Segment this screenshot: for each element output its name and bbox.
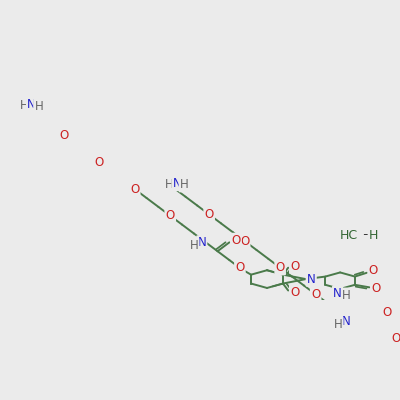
Text: –: – [359, 228, 374, 241]
Text: O: O [59, 129, 68, 142]
Text: O: O [391, 332, 400, 345]
Text: O: O [130, 183, 139, 196]
Text: H: H [190, 239, 198, 252]
Text: H: H [342, 289, 351, 302]
Text: O: O [382, 306, 391, 319]
Text: O: O [276, 261, 285, 274]
Text: H: H [20, 99, 29, 112]
Text: H: H [165, 178, 174, 190]
Text: N: N [172, 177, 181, 190]
Text: O: O [311, 288, 320, 301]
Text: O: O [290, 286, 300, 298]
Text: HCl: HCl [339, 229, 361, 242]
Text: O: O [290, 260, 300, 273]
Text: N: N [27, 98, 36, 111]
Text: O: O [231, 234, 240, 247]
Text: O: O [371, 282, 380, 295]
Text: O: O [369, 264, 378, 277]
Text: O: O [166, 209, 175, 222]
Text: O: O [95, 156, 104, 169]
Text: O: O [240, 234, 249, 248]
Text: H: H [334, 318, 342, 330]
Text: N: N [333, 287, 342, 300]
Text: H: H [369, 229, 378, 242]
Text: N: N [307, 273, 316, 286]
Text: N: N [342, 315, 350, 328]
Text: H: H [34, 100, 43, 113]
Text: H: H [180, 178, 188, 191]
Text: N: N [197, 236, 206, 250]
Text: O: O [204, 208, 214, 221]
Text: O: O [235, 261, 244, 274]
